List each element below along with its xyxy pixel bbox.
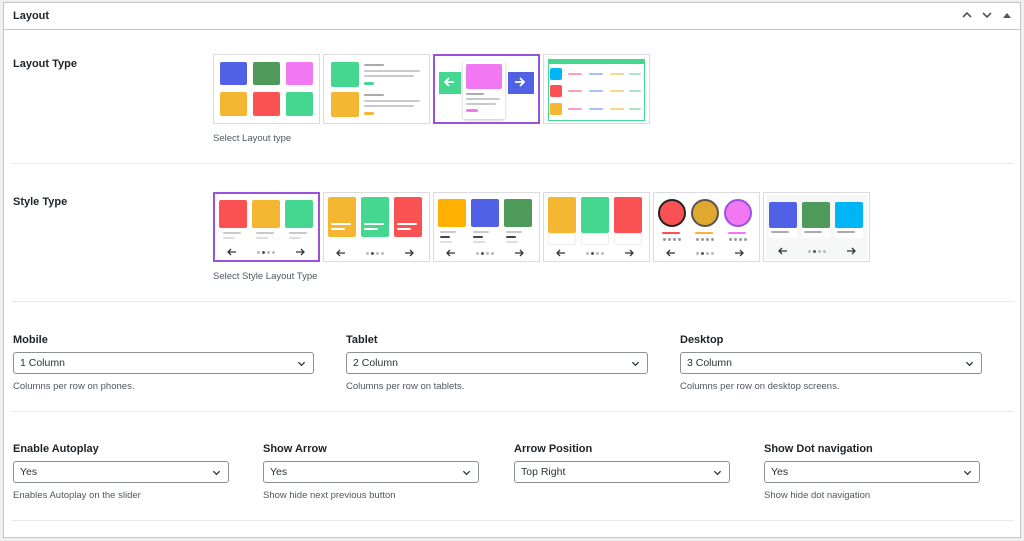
layout-type-description: Select Layout type (213, 133, 292, 144)
style-type-description: Select Style Layout Type (213, 271, 318, 282)
desktop-description: Columns per row on desktop screens. (680, 381, 840, 392)
layout-option-list[interactable] (323, 54, 430, 124)
chevron-down-icon (462, 470, 471, 476)
triangle-up-icon (1003, 13, 1011, 18)
style-type-label: Style Type (13, 196, 68, 208)
arrow-right-icon (625, 249, 634, 257)
autoplay-select[interactable]: Yes (13, 461, 229, 483)
show-arrow-description: Show hide next previous button (263, 490, 396, 501)
layout-option-slider[interactable] (433, 54, 540, 124)
style-option-3[interactable] (433, 192, 540, 262)
arrow-right-icon (735, 249, 744, 257)
tablet-columns-value: 2 Column (353, 357, 398, 369)
arrow-left-icon (336, 249, 345, 257)
chevron-up-icon (962, 11, 972, 18)
autoplay-value: Yes (20, 466, 38, 478)
arrow-left-icon (666, 249, 675, 257)
desktop-columns-value: 3 Column (687, 357, 732, 369)
arrow-right-icon (296, 248, 305, 256)
arrow-right-icon (515, 77, 526, 87)
arrow-left-icon (778, 247, 787, 255)
chevron-down-icon (713, 470, 722, 476)
tablet-columns-select[interactable]: 2 Column (346, 352, 648, 374)
chevron-down-icon (631, 361, 640, 367)
show-dots-label: Show Dot navigation (764, 443, 873, 455)
mobile-label: Mobile (13, 334, 48, 346)
collapse-toggle[interactable] (1000, 8, 1014, 22)
arrow-left-icon (227, 248, 236, 256)
arrow-left-icon (443, 77, 454, 87)
panel-header: Layout (4, 3, 1020, 30)
arrow-position-value: Top Right (521, 466, 566, 478)
chevron-down-icon (212, 470, 221, 476)
show-arrow-label: Show Arrow (263, 443, 327, 455)
chevron-down-icon (297, 361, 306, 367)
show-arrow-select[interactable]: Yes (263, 461, 479, 483)
mobile-columns-select[interactable]: 1 Column (13, 352, 314, 374)
chevron-down-icon (963, 470, 972, 476)
layout-option-grid[interactable] (213, 54, 320, 124)
arrow-position-select[interactable]: Top Right (514, 461, 730, 483)
style-option-5[interactable] (653, 192, 760, 262)
style-option-2[interactable] (323, 192, 430, 262)
divider (12, 301, 1014, 302)
chevron-down-icon (982, 12, 992, 19)
tablet-label: Tablet (346, 334, 378, 346)
layout-option-table[interactable] (543, 54, 650, 124)
arrow-right-icon (405, 249, 414, 257)
autoplay-label: Enable Autoplay (13, 443, 99, 455)
mobile-description: Columns per row on phones. (13, 381, 135, 392)
chevron-down-icon (965, 361, 974, 367)
autoplay-description: Enables Autoplay on the slider (13, 490, 141, 501)
show-dots-value: Yes (771, 466, 789, 478)
mobile-columns-value: 1 Column (20, 357, 65, 369)
divider (12, 411, 1014, 412)
layout-type-label: Layout Type (13, 58, 77, 70)
move-up-button[interactable] (960, 8, 974, 22)
style-type-options (213, 192, 870, 262)
style-option-1[interactable] (213, 192, 320, 262)
desktop-columns-select[interactable]: 3 Column (680, 352, 982, 374)
arrow-left-icon (446, 249, 455, 257)
show-dots-description: Show hide dot navigation (764, 490, 871, 501)
arrow-left-icon (556, 249, 565, 257)
style-option-4[interactable] (543, 192, 650, 262)
arrow-right-icon (515, 249, 524, 257)
desktop-label: Desktop (680, 334, 724, 346)
layout-type-options (213, 54, 650, 124)
divider (12, 520, 1014, 521)
divider (12, 163, 1014, 164)
move-down-button[interactable] (980, 8, 994, 22)
style-option-6[interactable] (763, 192, 870, 262)
arrow-right-icon (847, 247, 856, 255)
show-dots-select[interactable]: Yes (764, 461, 980, 483)
arrow-position-label: Arrow Position (514, 443, 593, 455)
tablet-description: Columns per row on tablets. (346, 381, 465, 392)
show-arrow-value: Yes (270, 466, 288, 478)
panel-title: Layout (13, 10, 50, 22)
layout-panel: Layout Layout Type (3, 2, 1021, 538)
